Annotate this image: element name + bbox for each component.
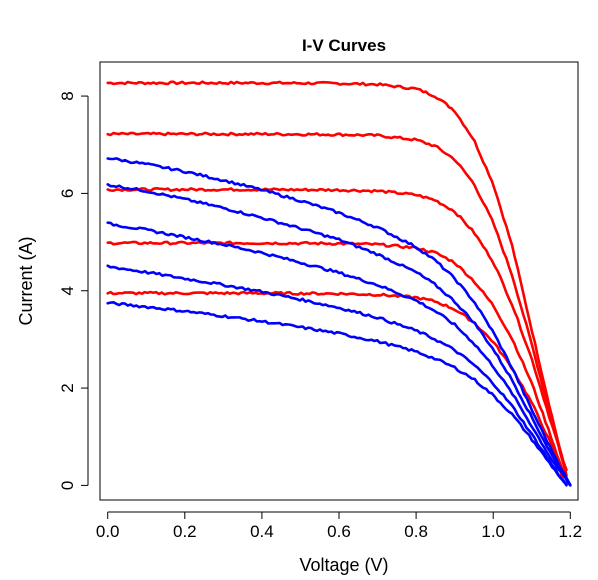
iv-curve-5 (106, 290, 564, 480)
x-tick-label: 1.2 (558, 522, 582, 541)
plot-frame (99, 61, 579, 501)
chart-title: I-V Curves (302, 36, 386, 55)
x-tick-label: 0.4 (250, 522, 274, 541)
y-tick-label: 8 (58, 91, 77, 100)
iv-curve-6 (106, 157, 572, 487)
y-tick-label: 2 (58, 383, 77, 392)
x-tick-label: 0.0 (96, 522, 120, 541)
y-tick-label: 0 (58, 481, 77, 490)
curve-group (106, 80, 572, 487)
iv-curve-7 (106, 183, 572, 487)
iv-curve-3 (106, 187, 568, 472)
y-tick-label: 6 (58, 189, 77, 198)
y-axis-label: Current (A) (16, 236, 36, 325)
iv-curve-4 (106, 240, 564, 472)
x-axis-label: Voltage (V) (299, 555, 388, 575)
iv-curve-9 (106, 264, 568, 487)
y-axis: 0 2 4 6 8 (58, 91, 89, 490)
x-tick-label: 0.6 (327, 522, 351, 541)
x-tick-label: 0.2 (173, 522, 197, 541)
iv-curve-2 (106, 131, 568, 477)
x-tick-label: 1.0 (481, 522, 505, 541)
iv-curve-1 (106, 80, 568, 477)
y-tick-label: 4 (58, 286, 77, 295)
iv-curve-8 (106, 221, 572, 487)
iv-curve-10 (106, 301, 568, 486)
x-tick-label: 0.8 (404, 522, 428, 541)
x-axis: 0.0 0.2 0.4 0.6 0.8 1.0 1.2 (96, 511, 582, 541)
